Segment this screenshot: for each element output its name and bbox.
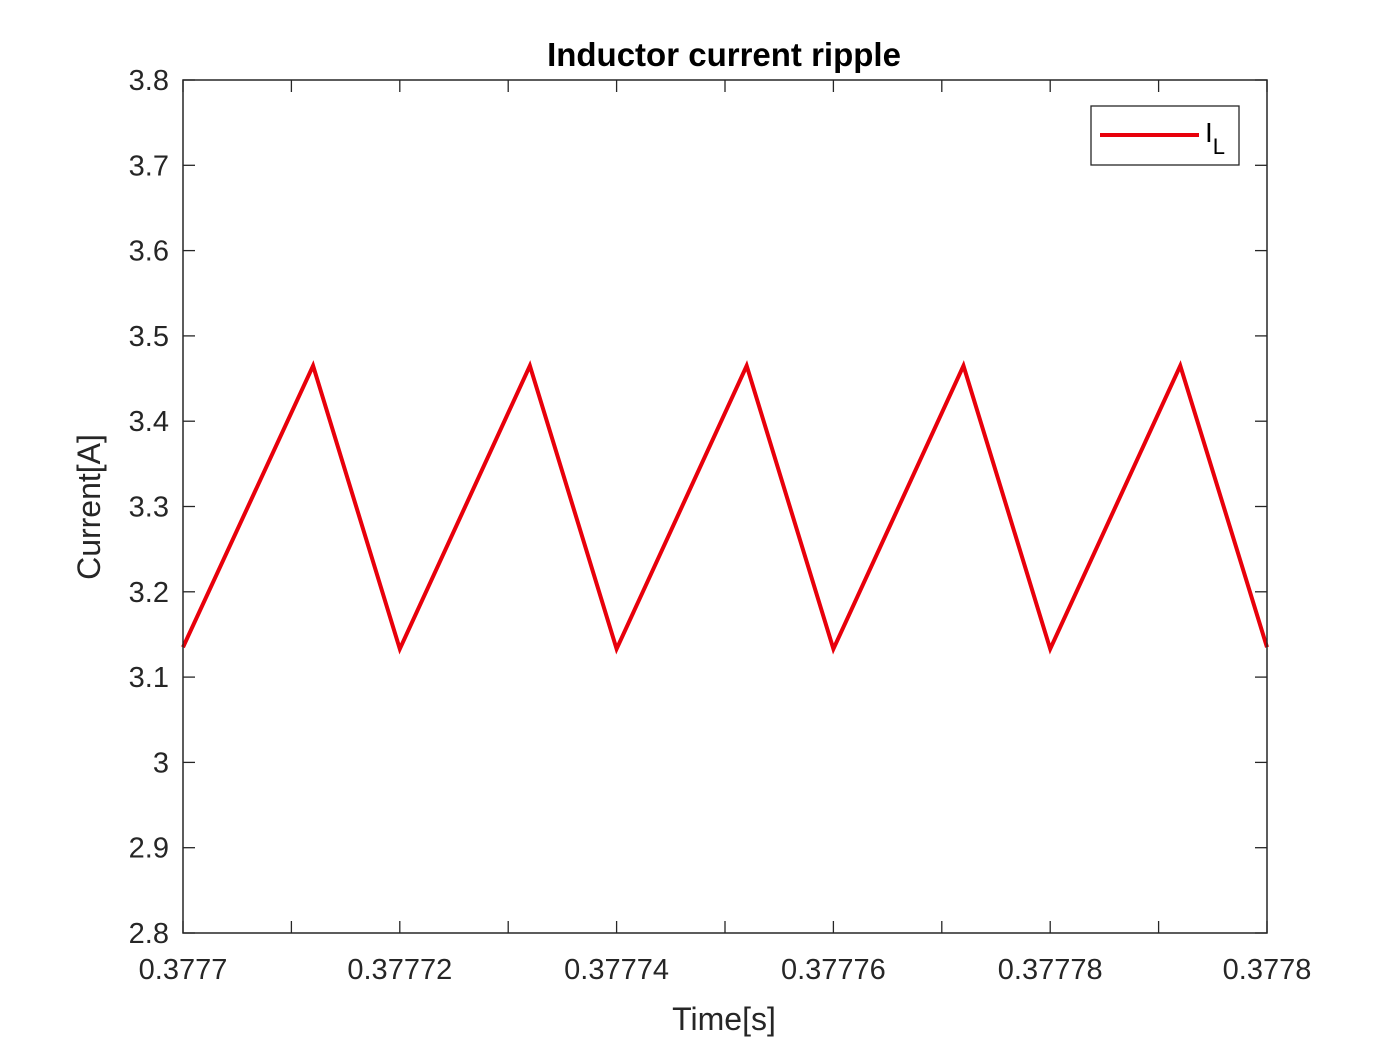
y-tick-label: 3.8 <box>129 65 169 97</box>
x-tick-label: 0.37776 <box>781 954 886 986</box>
y-tick-label: 3 <box>153 747 169 779</box>
y-axis-label: Current[A] <box>71 434 107 580</box>
series-line <box>181 360 1269 655</box>
x-tick-label: 0.3778 <box>1223 954 1312 986</box>
y-tick-label: 3.6 <box>129 236 169 268</box>
legend: IL <box>1090 105 1240 166</box>
y-tick-label: 3.2 <box>129 577 169 609</box>
chart-title: Inductor current ripple <box>547 36 901 73</box>
legend-label-subscript: L <box>1213 134 1225 159</box>
plot-area <box>183 80 1267 933</box>
x-axis-label: Time[s] <box>672 1001 776 1037</box>
y-tick-label: 2.9 <box>129 833 169 865</box>
y-tick-label: 3.5 <box>129 321 169 353</box>
legend-label-main: I <box>1205 117 1213 148</box>
x-tick-label: 0.37774 <box>564 954 669 986</box>
y-tick-label: 2.8 <box>129 918 169 950</box>
x-tick-label: 0.37772 <box>347 954 452 986</box>
plot-frame <box>182 79 1268 934</box>
x-tick-label: 0.37778 <box>998 954 1103 986</box>
y-tick-label: 3.3 <box>129 492 169 524</box>
y-tick-label: 3.1 <box>129 662 169 694</box>
legend-label: IL <box>1205 117 1225 159</box>
y-tick-label: 3.7 <box>129 150 169 182</box>
x-tick-label: 0.3777 <box>139 954 228 986</box>
y-tick-label: 3.4 <box>129 406 169 438</box>
